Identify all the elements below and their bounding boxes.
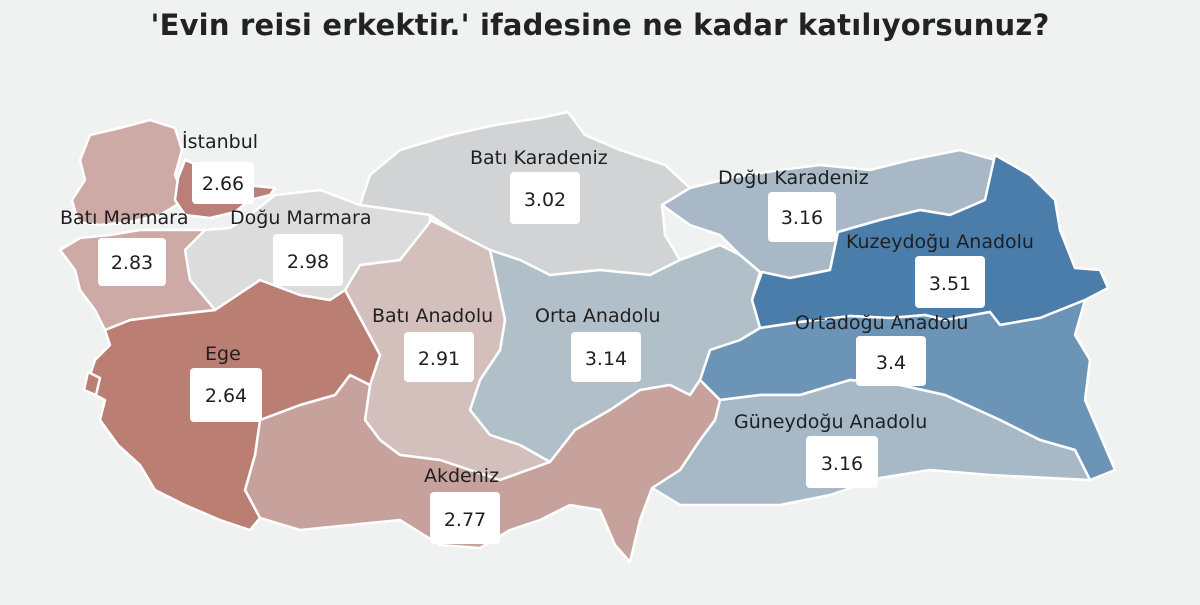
label-bati-karadeniz: Batı Karadeniz <box>470 147 608 169</box>
label-dogu-karadeniz: Doğu Karadeniz <box>718 167 869 189</box>
region-ege-island[interactable] <box>82 370 102 397</box>
value-dogu-marmara: 2.98 <box>287 251 329 273</box>
label-ortadogu-anadolu: Ortadoğu Anadolu <box>795 312 968 334</box>
value-bati-anadolu: 2.91 <box>418 348 460 370</box>
value-ege: 2.64 <box>205 385 247 407</box>
label-akdeniz: Akdeniz <box>424 465 499 487</box>
value-box-orta-anadolu <box>571 332 641 382</box>
value-box-bati-marmara <box>98 238 166 286</box>
value-box-guneydogu-anadolu <box>806 436 878 488</box>
label-bati-anadolu: Batı Anadolu <box>372 305 493 327</box>
value-box-ege <box>190 368 262 422</box>
value-guneydogu-anadolu: 3.16 <box>821 453 863 475</box>
label-dogu-marmara: Doğu Marmara <box>230 207 372 229</box>
value-bati-karadeniz: 3.02 <box>524 189 566 211</box>
value-istanbul: 2.66 <box>202 173 244 195</box>
label-orta-anadolu: Orta Anadolu <box>535 305 661 327</box>
label-bati-marmara: Batı Marmara <box>60 207 189 229</box>
label-guneydogu-anadolu: Güneydoğu Anadolu <box>734 411 927 433</box>
value-akdeniz: 2.77 <box>444 509 486 531</box>
value-orta-anadolu: 3.14 <box>585 348 627 370</box>
value-box-ortadogu-anadolu <box>856 336 926 386</box>
value-box-bati-anadolu <box>404 332 474 382</box>
value-box-dogu-karadeniz <box>768 192 836 242</box>
label-kuzeydogu-anadolu: Kuzeydoğu Anadolu <box>846 231 1034 253</box>
value-box-bati-karadeniz <box>510 172 580 224</box>
region-bati-marmara-thrace[interactable] <box>70 118 187 227</box>
value-bati-marmara: 2.83 <box>111 252 153 274</box>
region-akdeniz[interactable] <box>243 373 722 564</box>
value-box-akdeniz <box>430 492 500 544</box>
value-ortadogu-anadolu: 3.4 <box>876 352 906 374</box>
label-ege: Ege <box>205 343 241 365</box>
value-dogu-karadeniz: 3.16 <box>781 207 823 229</box>
map-title: 'Evin reisi erkektir.' ifadesine ne kada… <box>150 8 1050 42</box>
label-istanbul: İstanbul <box>182 130 258 153</box>
value-box-dogu-marmara <box>273 234 343 286</box>
value-box-istanbul <box>192 162 254 204</box>
value-kuzeydogu-anadolu: 3.51 <box>929 273 971 295</box>
value-box-kuzeydogu-anadolu <box>915 256 985 308</box>
